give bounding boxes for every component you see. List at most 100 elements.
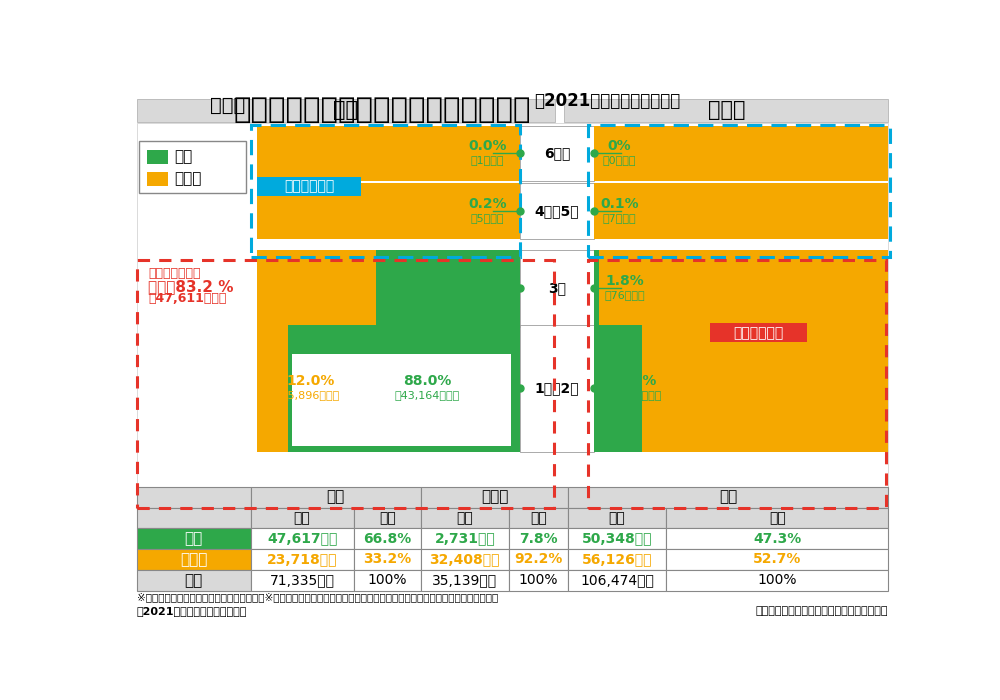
Text: 35,139千㎡: 35,139千㎡ <box>432 573 497 587</box>
FancyBboxPatch shape <box>251 549 354 570</box>
Text: 99.8%: 99.8% <box>337 197 386 211</box>
FancyBboxPatch shape <box>594 325 642 452</box>
Text: 23,718千㎡: 23,718千㎡ <box>267 552 337 566</box>
FancyBboxPatch shape <box>139 141 246 193</box>
FancyBboxPatch shape <box>568 528 666 549</box>
FancyBboxPatch shape <box>509 570 568 591</box>
FancyBboxPatch shape <box>137 528 251 549</box>
Text: 100%: 100% <box>519 573 558 587</box>
Text: 〈5,896千㎡〉: 〈5,896千㎡〉 <box>282 390 340 400</box>
Text: 6階〜: 6階〜 <box>544 146 570 160</box>
FancyBboxPatch shape <box>421 549 509 570</box>
Text: 合計: 合計 <box>719 489 737 505</box>
Text: 100%: 100% <box>724 139 767 153</box>
FancyBboxPatch shape <box>257 250 376 326</box>
Text: 木造: 木造 <box>184 531 203 546</box>
Text: 99.9%: 99.9% <box>721 197 769 211</box>
Text: 1階〜2階: 1階〜2階 <box>535 381 579 395</box>
Text: 割合: 割合 <box>530 511 547 525</box>
FancyBboxPatch shape <box>568 486 888 507</box>
Text: ※新築のみを対象とし、増改築は含まない　※住宅には「居住専用建築物」「居住専用準住宅」「居住産業併用建築物」を含む: ※新築のみを対象とし、増改築は含まない ※住宅には「居住専用建築物」「居住専用準… <box>137 592 498 602</box>
FancyBboxPatch shape <box>354 549 421 570</box>
FancyBboxPatch shape <box>642 325 888 452</box>
FancyBboxPatch shape <box>137 123 888 509</box>
FancyBboxPatch shape <box>666 570 888 591</box>
Text: 割合: 割合 <box>769 511 786 525</box>
Text: 12.0%: 12.0% <box>287 374 335 388</box>
FancyBboxPatch shape <box>257 183 520 239</box>
FancyBboxPatch shape <box>257 125 520 181</box>
FancyBboxPatch shape <box>568 549 666 570</box>
Text: 50,348千㎡: 50,348千㎡ <box>582 532 652 546</box>
FancyBboxPatch shape <box>354 528 421 549</box>
FancyBboxPatch shape <box>137 508 251 528</box>
FancyBboxPatch shape <box>137 570 251 591</box>
Text: 〈47,611千㎡〉: 〈47,611千㎡〉 <box>148 292 227 305</box>
Text: 合計: 合計 <box>184 573 203 588</box>
Text: 非木造: 非木造 <box>180 552 207 567</box>
Text: 7.8%: 7.8% <box>519 532 558 546</box>
FancyBboxPatch shape <box>137 549 251 570</box>
FancyBboxPatch shape <box>257 325 288 452</box>
Text: 面積: 面積 <box>294 511 310 525</box>
Text: （2021年度着工・床面積）: （2021年度着工・床面積） <box>534 92 680 111</box>
FancyBboxPatch shape <box>354 570 421 591</box>
FancyBboxPatch shape <box>509 528 568 549</box>
FancyBboxPatch shape <box>147 150 168 164</box>
Text: 71,335千㎡: 71,335千㎡ <box>270 573 335 587</box>
FancyBboxPatch shape <box>666 508 888 528</box>
Text: 〈8,567千㎡〉: 〈8,567千㎡〉 <box>716 213 774 223</box>
Text: 0.1%: 0.1% <box>600 197 639 211</box>
FancyBboxPatch shape <box>354 508 421 528</box>
Text: 面積: 面積 <box>609 511 626 525</box>
FancyBboxPatch shape <box>520 325 594 452</box>
Text: 〈4,447千㎡〉: 〈4,447千㎡〉 <box>441 290 499 300</box>
Text: 〈76千㎡〉: 〈76千㎡〉 <box>605 290 645 300</box>
Text: 住宅: 住宅 <box>327 489 345 505</box>
Text: （2021年度「建築着工統計」）: （2021年度「建築着工統計」） <box>137 606 247 616</box>
Text: 〈6,282千㎡〉: 〈6,282千㎡〉 <box>716 155 774 165</box>
Text: 83.6%: 83.6% <box>736 374 785 388</box>
FancyBboxPatch shape <box>376 250 520 326</box>
Text: 2,731千㎡: 2,731千㎡ <box>434 532 495 546</box>
Text: 0%: 0% <box>608 139 631 153</box>
Text: 割合: 割合 <box>379 511 396 525</box>
Text: 面積: 面積 <box>456 511 473 525</box>
Text: 〈2,649千㎡〉: 〈2,649千㎡〉 <box>603 390 662 400</box>
FancyBboxPatch shape <box>292 354 511 446</box>
Text: 国土交通省の資料に基づき、編集部で作成。: 国土交通省の資料に基づき、編集部で作成。 <box>756 606 888 616</box>
Text: 56,126千㎡: 56,126千㎡ <box>582 552 652 566</box>
FancyBboxPatch shape <box>421 570 509 591</box>
FancyBboxPatch shape <box>564 99 888 122</box>
Text: 0.0%: 0.0% <box>468 139 507 153</box>
Text: 木造は83.2 %: 木造は83.2 % <box>148 279 234 294</box>
Text: 32,408千㎡: 32,408千㎡ <box>430 552 500 566</box>
Text: 住宅: 住宅 <box>333 100 358 120</box>
FancyBboxPatch shape <box>520 183 594 239</box>
Text: 16.4%: 16.4% <box>608 374 657 388</box>
FancyBboxPatch shape <box>599 250 888 326</box>
FancyBboxPatch shape <box>251 570 354 591</box>
FancyBboxPatch shape <box>137 99 555 122</box>
Text: 52.7%: 52.7% <box>753 552 801 566</box>
FancyBboxPatch shape <box>137 486 251 507</box>
Text: 33.2%: 33.2% <box>363 552 411 566</box>
FancyBboxPatch shape <box>509 549 568 570</box>
FancyBboxPatch shape <box>509 508 568 528</box>
Text: 0.2%: 0.2% <box>468 197 507 211</box>
Text: 45.4%: 45.4% <box>301 274 349 288</box>
Text: 92.2%: 92.2% <box>514 552 563 566</box>
Text: 非住宅建築物: 非住宅建築物 <box>733 326 784 340</box>
Text: 〈5千㎡〉: 〈5千㎡〉 <box>471 213 504 223</box>
Text: 低層住宅のうち: 低層住宅のうち <box>148 267 201 280</box>
FancyBboxPatch shape <box>568 508 666 528</box>
FancyBboxPatch shape <box>257 177 361 195</box>
FancyBboxPatch shape <box>288 325 520 452</box>
Text: 98.2%: 98.2% <box>729 274 777 288</box>
FancyBboxPatch shape <box>421 486 568 507</box>
Text: 〈2,810千㎡〉: 〈2,810千㎡〉 <box>332 213 390 223</box>
FancyBboxPatch shape <box>710 323 807 342</box>
FancyBboxPatch shape <box>520 125 594 181</box>
Text: 100%: 100% <box>757 573 797 587</box>
Text: 88.0%: 88.0% <box>403 374 451 388</box>
